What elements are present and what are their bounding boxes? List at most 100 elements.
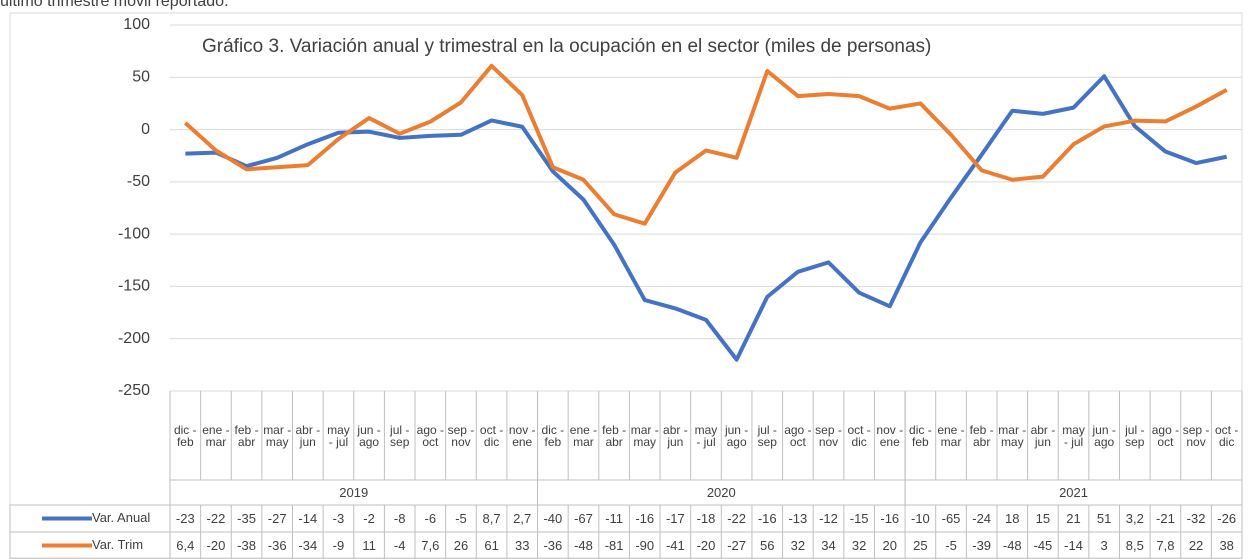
x-tick-label: mar - may: [263, 422, 292, 449]
x-tick-label: dic - feb: [541, 422, 565, 449]
data-label: 2,7: [513, 510, 532, 526]
x-tick-label: sep - nov: [1182, 422, 1210, 449]
x-tick-label: jun - ago: [1092, 422, 1116, 449]
series-line: [185, 74, 1228, 362]
data-label: -5: [455, 510, 467, 526]
data-label: -16: [635, 510, 655, 526]
data-label: 33: [514, 537, 530, 553]
data-label: -38: [237, 537, 256, 553]
data-label: -27: [727, 537, 747, 553]
data-label: -9: [332, 537, 345, 553]
y-tick-label: -100: [118, 225, 150, 242]
data-label: 7,6: [421, 537, 440, 553]
x-tick-label: sep - nov: [447, 422, 475, 449]
data-label: -40: [543, 510, 563, 526]
data-label: 26: [453, 537, 469, 553]
data-label: 25: [913, 537, 928, 553]
data-label: -65: [941, 510, 961, 526]
data-label: 32: [851, 537, 867, 553]
data-label: -16: [880, 510, 900, 526]
data-label: -13: [788, 510, 808, 526]
y-tick-label: 50: [132, 69, 150, 86]
series-line: [183, 63, 1228, 226]
data-label: 38: [1219, 537, 1234, 553]
data-label: -39: [972, 537, 992, 553]
year-label: 2020: [706, 484, 736, 500]
year-label: 2019: [339, 484, 369, 500]
data-label: -10: [910, 510, 930, 526]
x-tick-label: may - jul: [327, 422, 350, 449]
data-label: -17: [665, 510, 685, 526]
data-label: 8,5: [1125, 537, 1144, 553]
x-tick-label: may - jul: [694, 422, 718, 449]
chart-title: Gráfico 3. Variación anual y trimestral …: [202, 36, 931, 57]
x-tick-label: feb - abr: [602, 422, 627, 449]
data-label: 32: [790, 537, 806, 553]
data-label: -45: [1033, 537, 1053, 553]
year-label: 2021: [1059, 484, 1088, 500]
data-label: 18: [1005, 510, 1020, 526]
data-label: -36: [543, 537, 563, 553]
data-label: -3: [332, 510, 345, 526]
data-label: -18: [696, 510, 716, 526]
data-label: -15: [849, 510, 869, 526]
y-tick-label: 100: [123, 16, 150, 33]
x-tick-label: feb - abr: [234, 422, 259, 449]
data-label: -20: [696, 537, 716, 553]
data-label: -32: [1186, 510, 1206, 526]
data-label: -14: [1064, 537, 1083, 553]
data-label: -81: [604, 537, 624, 553]
data-label: 20: [882, 537, 897, 553]
data-label: -5: [945, 537, 957, 553]
data-label: 11: [362, 537, 376, 553]
x-tick-label: jun - ago: [357, 422, 381, 449]
x-tick-label: dic - feb: [173, 422, 197, 449]
x-tick-label: sep - nov: [815, 422, 842, 449]
data-label: -48: [1002, 537, 1022, 553]
x-tick-label: ene - mar: [569, 422, 598, 449]
data-label: -4: [393, 537, 406, 553]
legend-label: Var. Anual: [92, 510, 150, 525]
data-label: 6,4: [176, 537, 195, 553]
x-tick-label: feb - abr: [969, 422, 994, 449]
data-label: 8,7: [482, 510, 501, 526]
x-tick-label: jul - sep: [1125, 422, 1145, 449]
data-label: 3: [1100, 537, 1108, 553]
x-tick-label: ago - oct: [416, 422, 444, 449]
data-label: -35: [237, 510, 256, 526]
x-tick-label: ene - mar: [937, 422, 965, 449]
data-label: -11: [605, 510, 624, 526]
data-label: 56: [760, 537, 775, 553]
data-label: -23: [175, 510, 195, 526]
data-label: 3,2: [1125, 510, 1144, 526]
x-tick-label: dic - feb: [909, 422, 932, 449]
y-tick-label: 0: [141, 121, 150, 138]
header-text: último trimestre móvil reportado.: [0, 0, 229, 10]
data-label: -20: [206, 537, 226, 553]
data-label: -24: [972, 510, 992, 526]
y-tick-label: -250: [118, 382, 150, 399]
data-label: -26: [1217, 510, 1237, 526]
x-tick-label: may - jul: [1062, 422, 1085, 449]
x-tick-label: nov - ene: [508, 422, 536, 449]
data-label: -21: [1156, 510, 1175, 526]
x-tick-label: abr - jun: [663, 422, 688, 449]
data-label: -41: [665, 537, 685, 553]
data-label: 51: [1096, 510, 1112, 526]
data-label: -22: [206, 510, 226, 526]
data-label: -22: [727, 510, 747, 526]
data-label: -12: [819, 510, 838, 526]
x-tick-label: jul - sep: [390, 422, 410, 449]
data-label: 15: [1035, 510, 1051, 526]
data-label: -14: [298, 510, 318, 526]
x-tick-label: abr - jun: [295, 422, 321, 449]
data-label: -6: [424, 510, 437, 526]
chart-border: [9, 12, 1243, 559]
x-tick-label: abr - jun: [1030, 422, 1056, 449]
legend-label: Var. Trim: [92, 537, 143, 552]
data-label: 7,8: [1156, 537, 1175, 553]
x-tick-label: jul - sep: [757, 422, 777, 449]
data-label: -90: [635, 537, 655, 553]
